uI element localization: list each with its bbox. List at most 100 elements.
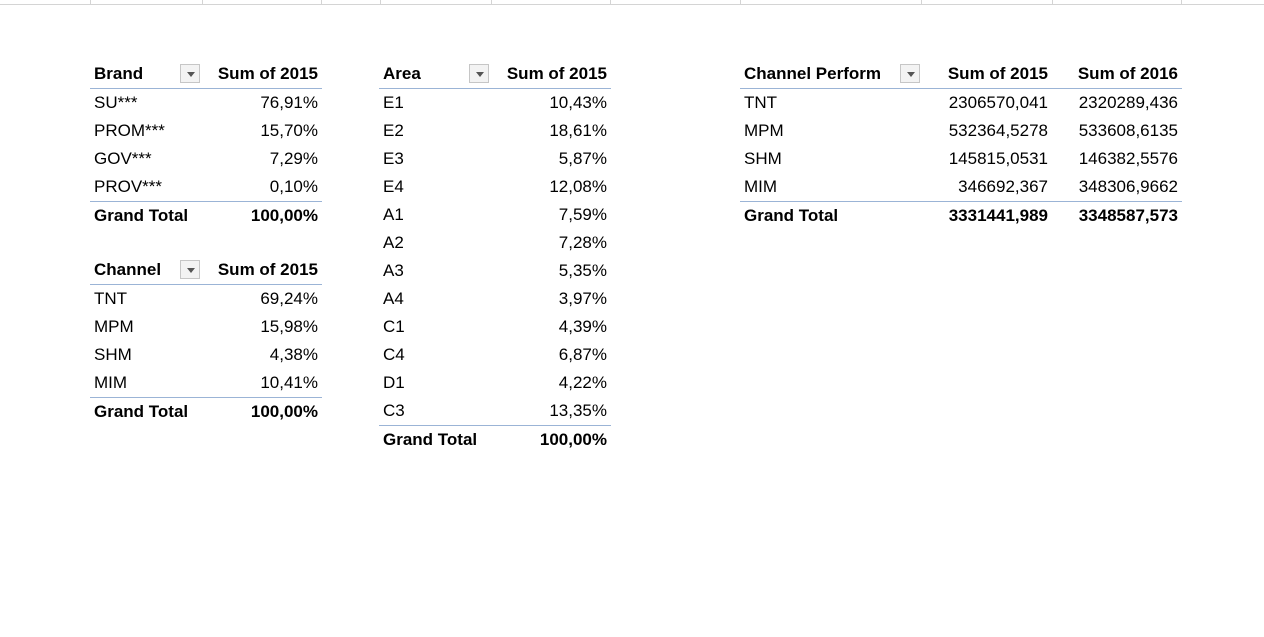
area-header-cell[interactable]: Area (379, 60, 491, 89)
row-value[interactable]: 4,39% (558, 317, 607, 336)
filter-dropdown-icon[interactable] (900, 64, 920, 83)
row-value[interactable]: 5,35% (558, 261, 607, 280)
grand-total-label[interactable]: Grand Total (379, 425, 491, 454)
table-row[interactable]: SU*** 76,91% (90, 89, 322, 118)
value-header[interactable]: Sum of 2015 (202, 256, 322, 285)
row-label[interactable]: SHM (94, 345, 132, 364)
table-row[interactable]: TNT 2306570,041 2320289,436 (740, 89, 1182, 118)
row-value-2016[interactable]: 146382,5576 (1078, 149, 1178, 168)
row-label[interactable]: C3 (383, 401, 405, 420)
row-label[interactable]: E3 (383, 149, 404, 168)
table-row[interactable]: E4 12,08% (379, 173, 611, 201)
grand-total-label[interactable]: Grand Total (90, 397, 202, 426)
row-value-2015[interactable]: 2306570,041 (948, 93, 1048, 112)
brand-header-cell[interactable]: Brand (90, 60, 202, 89)
row-label[interactable]: GOV*** (94, 149, 152, 168)
row-label[interactable]: D1 (383, 373, 405, 392)
row-value[interactable]: 7,59% (558, 205, 607, 224)
row-label[interactable]: TNT (94, 289, 128, 308)
row-label[interactable]: SU*** (94, 93, 138, 112)
row-label[interactable]: E1 (383, 93, 404, 112)
table-row[interactable]: MPM 532364,5278 533608,6135 (740, 117, 1182, 145)
row-label[interactable]: SHM (744, 149, 782, 168)
table-row[interactable]: MIM 10,41% (90, 369, 322, 398)
grand-total-2016[interactable]: 3348587,573 (1052, 201, 1182, 230)
row-value[interactable]: 5,87% (558, 149, 607, 168)
grand-total-value[interactable]: 100,00% (202, 201, 322, 230)
row-value-2016[interactable]: 2320289,436 (1078, 93, 1178, 112)
grand-total-label[interactable]: Grand Total (90, 201, 202, 230)
channel-perform-header-cell[interactable]: Channel Perform (740, 60, 922, 89)
table-row[interactable]: C4 6,87% (379, 341, 611, 369)
row-value[interactable]: 76,91% (260, 93, 318, 112)
row-value[interactable]: 69,24% (260, 289, 318, 308)
row-value[interactable]: 10,41% (260, 373, 318, 392)
row-value[interactable]: 12,08% (549, 177, 607, 196)
grand-total-label[interactable]: Grand Total (740, 201, 922, 230)
row-value[interactable]: 18,61% (549, 121, 607, 140)
table-row[interactable]: A2 7,28% (379, 229, 611, 257)
grand-total-row[interactable]: Grand Total 100,00% (90, 201, 322, 230)
row-value[interactable]: 7,28% (558, 233, 607, 252)
row-label[interactable]: MPM (744, 121, 784, 140)
channel-header-cell[interactable]: Channel (90, 256, 202, 285)
row-value[interactable]: 13,35% (549, 401, 607, 420)
row-value[interactable]: 7,29% (269, 149, 318, 168)
row-value[interactable]: 15,70% (260, 121, 318, 140)
row-label[interactable]: A1 (383, 205, 404, 224)
table-row[interactable]: A1 7,59% (379, 201, 611, 229)
value-header-2015[interactable]: Sum of 2015 (922, 60, 1052, 89)
table-row[interactable]: PROM*** 15,70% (90, 117, 322, 145)
table-row[interactable]: TNT 69,24% (90, 285, 322, 314)
row-label[interactable]: MIM (744, 177, 778, 196)
row-value-2016[interactable]: 533608,6135 (1078, 121, 1178, 140)
table-row[interactable]: MPM 15,98% (90, 313, 322, 341)
row-label[interactable]: A3 (383, 261, 404, 280)
row-label[interactable]: MIM (94, 373, 128, 392)
row-label[interactable]: E4 (383, 177, 404, 196)
table-row[interactable]: PROV*** 0,10% (90, 173, 322, 202)
row-value[interactable]: 4,22% (558, 373, 607, 392)
row-label[interactable]: C1 (383, 317, 405, 336)
row-label[interactable]: TNT (744, 93, 778, 112)
table-row[interactable]: SHM 4,38% (90, 341, 322, 369)
row-value[interactable]: 15,98% (260, 317, 318, 336)
value-header[interactable]: Sum of 2015 (202, 60, 322, 89)
grand-total-value[interactable]: 100,00% (202, 397, 322, 426)
row-value-2015[interactable]: 532364,5278 (948, 121, 1048, 140)
table-row[interactable]: C1 4,39% (379, 313, 611, 341)
value-header[interactable]: Sum of 2015 (491, 60, 611, 89)
row-label[interactable]: A4 (383, 289, 404, 308)
grand-total-row[interactable]: Grand Total 3331441,989 3348587,573 (740, 201, 1182, 230)
grand-total-row[interactable]: Grand Total 100,00% (379, 425, 611, 454)
row-label[interactable]: PROM*** (94, 121, 165, 140)
filter-dropdown-icon[interactable] (180, 64, 200, 83)
row-label[interactable]: C4 (383, 345, 405, 364)
filter-dropdown-icon[interactable] (180, 260, 200, 279)
filter-dropdown-icon[interactable] (469, 64, 489, 83)
row-label[interactable]: E2 (383, 121, 404, 140)
table-row[interactable]: MIM 346692,367 348306,9662 (740, 173, 1182, 202)
row-value[interactable]: 4,38% (269, 345, 318, 364)
table-row[interactable]: A4 3,97% (379, 285, 611, 313)
table-row[interactable]: E1 10,43% (379, 89, 611, 118)
value-header-2016[interactable]: Sum of 2016 (1052, 60, 1182, 89)
grand-total-value[interactable]: 100,00% (491, 425, 611, 454)
row-value[interactable]: 6,87% (558, 345, 607, 364)
grand-total-row[interactable]: Grand Total 100,00% (90, 397, 322, 426)
table-row[interactable]: C3 13,35% (379, 397, 611, 426)
row-value-2015[interactable]: 145815,0531 (948, 149, 1048, 168)
table-row[interactable]: GOV*** 7,29% (90, 145, 322, 173)
row-value-2016[interactable]: 348306,9662 (1078, 177, 1178, 196)
table-row[interactable]: E2 18,61% (379, 117, 611, 145)
row-label[interactable]: PROV*** (94, 177, 163, 196)
table-row[interactable]: SHM 145815,0531 146382,5576 (740, 145, 1182, 173)
row-value[interactable]: 0,10% (269, 177, 318, 196)
table-row[interactable]: D1 4,22% (379, 369, 611, 397)
row-value[interactable]: 10,43% (549, 93, 607, 112)
grand-total-2015[interactable]: 3331441,989 (922, 201, 1052, 230)
table-row[interactable]: E3 5,87% (379, 145, 611, 173)
row-value[interactable]: 3,97% (558, 289, 607, 308)
row-label[interactable]: A2 (383, 233, 404, 252)
table-row[interactable]: A3 5,35% (379, 257, 611, 285)
